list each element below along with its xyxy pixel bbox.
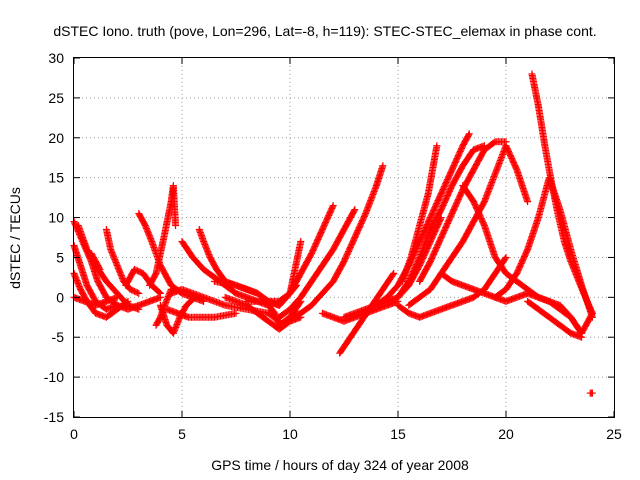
data-point (588, 308, 596, 316)
data-point (501, 255, 509, 263)
data-point (96, 265, 104, 273)
series-36 (524, 297, 586, 341)
series-30 (405, 142, 532, 309)
y-tick-label: -5 (52, 329, 65, 345)
data-point (588, 309, 596, 317)
data-points (70, 70, 596, 397)
data-point (350, 207, 358, 215)
data-point (156, 289, 164, 297)
data-point (465, 131, 473, 139)
x-tick-label: 0 (70, 426, 78, 442)
data-point (502, 253, 510, 261)
series-19 (243, 237, 305, 309)
series-18 (221, 293, 305, 333)
data-point (297, 237, 305, 245)
y-tick-label: 30 (48, 50, 64, 66)
x-tick-label: 20 (498, 426, 514, 442)
series-25 (336, 269, 398, 357)
y-tick-label: 0 (56, 289, 64, 305)
x-axis-title: GPS time / hours of day 324 of year 2008 (211, 457, 469, 473)
chart-title: dSTEC Iono. truth (pove, Lon=296, Lat=-8… (53, 23, 596, 39)
data-point (172, 222, 180, 230)
x-tick-label: 15 (390, 426, 406, 442)
y-tick-label: 10 (48, 210, 64, 226)
y-axis-title: dSTEC / TECUs (7, 187, 23, 289)
y-tick-label: 25 (48, 90, 64, 106)
data-point (95, 264, 103, 272)
y-tick-label: -15 (44, 409, 64, 425)
series-28 (398, 142, 441, 285)
y-tick-label: 15 (48, 170, 64, 186)
series-27 (394, 142, 488, 301)
data-point (232, 309, 240, 317)
data-point (135, 305, 143, 313)
x-tick-label: 5 (178, 426, 186, 442)
x-tick-label: 10 (282, 426, 298, 442)
data-point (433, 142, 441, 150)
data-point (135, 289, 143, 297)
series-22 (286, 162, 387, 321)
series-37 (586, 389, 596, 397)
data-point (390, 269, 398, 277)
data-point (465, 130, 473, 138)
data-point (379, 162, 387, 170)
series-6 (87, 249, 104, 273)
series-20 (264, 202, 337, 305)
y-tick-label: 20 (48, 130, 64, 146)
data-point (155, 288, 163, 296)
series-13 (163, 305, 240, 321)
data-point (502, 138, 510, 146)
series-10 (146, 182, 180, 289)
data-point (329, 203, 337, 211)
data-point (133, 289, 141, 297)
series-35 (528, 70, 596, 317)
data-point (389, 271, 397, 279)
series-31 (416, 138, 510, 285)
series-21 (275, 206, 359, 321)
y-tick-label: 5 (56, 249, 64, 265)
data-point (329, 202, 337, 210)
data-point (351, 206, 359, 214)
data-point (524, 198, 532, 206)
series-33 (459, 182, 596, 337)
x-tick-label: 25 (606, 426, 622, 442)
series-5 (74, 222, 143, 313)
y-tick-label: -10 (44, 369, 64, 385)
